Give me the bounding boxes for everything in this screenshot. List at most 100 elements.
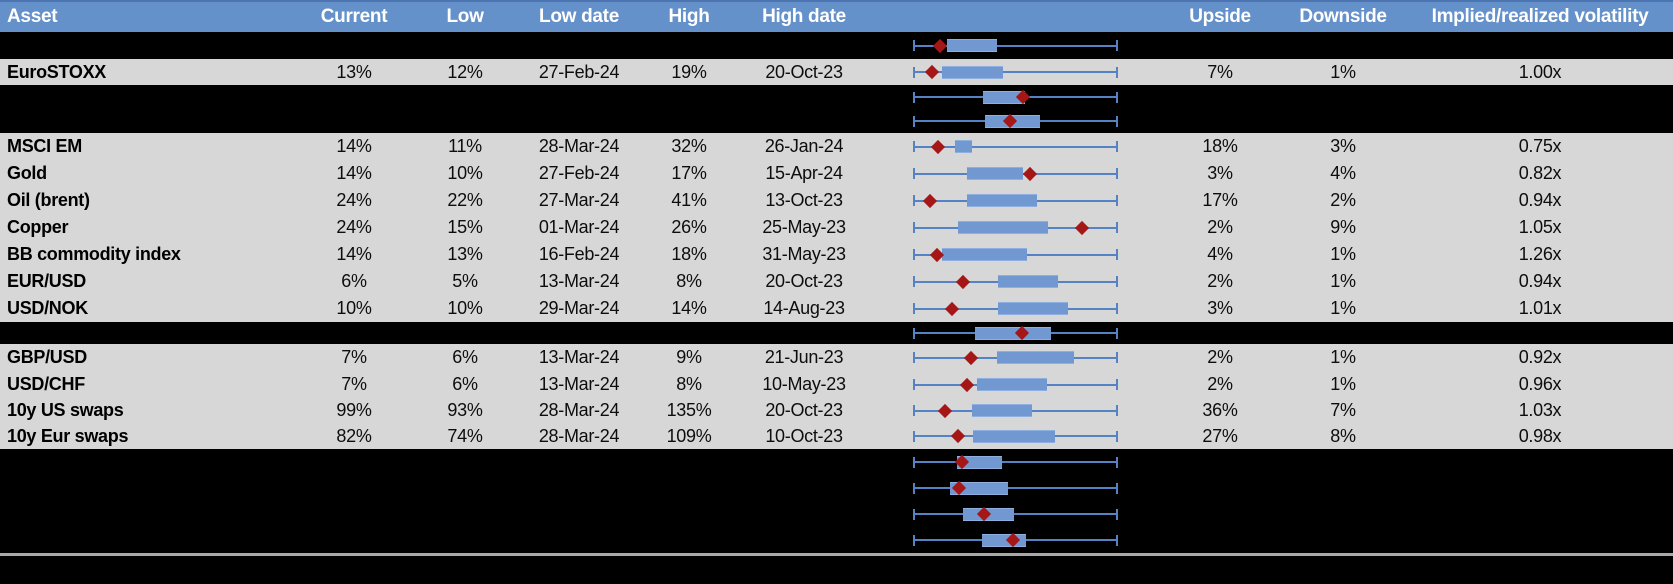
cell-high-date[interactable]: 20-Oct-23 <box>739 268 869 295</box>
cell-asset[interactable]: EUR/USD <box>7 268 287 295</box>
cell-downside[interactable]: 9% <box>1278 214 1408 241</box>
cell-low-date[interactable]: 29-Mar-24 <box>514 295 644 322</box>
cell-downside[interactable]: 1% <box>1278 241 1408 268</box>
cell-high-date[interactable]: 21-Jun-23 <box>739 344 869 371</box>
cell-low[interactable]: 15% <box>410 214 520 241</box>
cell-current[interactable]: 82% <box>299 423 409 449</box>
cell-asset[interactable]: USD/CHF <box>7 371 287 398</box>
cell-current[interactable]: 6% <box>299 268 409 295</box>
cell-low-date[interactable]: 13-Mar-24 <box>514 371 644 398</box>
cell-high[interactable]: 9% <box>634 344 744 371</box>
cell-upside[interactable]: 36% <box>1155 398 1285 423</box>
cell-high[interactable]: 32% <box>634 133 744 160</box>
cell-implied-realized[interactable]: 0.94x <box>1455 268 1625 295</box>
cell-current[interactable]: 14% <box>299 133 409 160</box>
cell-low[interactable]: 5% <box>410 268 520 295</box>
cell-downside[interactable]: 8% <box>1278 423 1408 449</box>
cell-low[interactable]: 93% <box>410 398 520 423</box>
cell-implied-realized[interactable]: 0.92x <box>1455 344 1625 371</box>
cell-high-date[interactable]: 14-Aug-23 <box>739 295 869 322</box>
cell-asset[interactable]: Oil (brent) <box>7 187 287 214</box>
cell-upside[interactable]: 18% <box>1155 133 1285 160</box>
cell-high[interactable]: 8% <box>634 268 744 295</box>
column-header-asset[interactable]: Asset <box>7 2 287 32</box>
cell-implied-realized[interactable]: 0.96x <box>1455 371 1625 398</box>
cell-low[interactable]: 11% <box>410 133 520 160</box>
cell-high[interactable]: 8% <box>634 371 744 398</box>
column-header-implied-realized[interactable]: Implied/realized volatility <box>1415 2 1665 32</box>
cell-downside[interactable]: 4% <box>1278 160 1408 187</box>
column-header-downside[interactable]: Downside <box>1278 2 1408 32</box>
cell-implied-realized[interactable]: 1.03x <box>1455 398 1625 423</box>
cell-high[interactable]: 41% <box>634 187 744 214</box>
cell-current[interactable]: 10% <box>299 295 409 322</box>
cell-current[interactable]: 13% <box>299 59 409 85</box>
cell-implied-realized[interactable]: 1.05x <box>1455 214 1625 241</box>
cell-high[interactable]: 19% <box>634 59 744 85</box>
cell-high[interactable]: 17% <box>634 160 744 187</box>
cell-low-date[interactable]: 27-Feb-24 <box>514 59 644 85</box>
cell-low[interactable]: 74% <box>410 423 520 449</box>
cell-downside[interactable]: 7% <box>1278 398 1408 423</box>
cell-low[interactable]: 6% <box>410 344 520 371</box>
cell-low[interactable]: 22% <box>410 187 520 214</box>
cell-low-date[interactable]: 27-Mar-24 <box>514 187 644 214</box>
cell-high[interactable]: 14% <box>634 295 744 322</box>
cell-low[interactable]: 10% <box>410 295 520 322</box>
cell-downside[interactable]: 1% <box>1278 371 1408 398</box>
cell-high-date[interactable]: 13-Oct-23 <box>739 187 869 214</box>
cell-current[interactable]: 14% <box>299 160 409 187</box>
cell-asset[interactable]: Copper <box>7 214 287 241</box>
cell-current[interactable]: 7% <box>299 371 409 398</box>
cell-low-date[interactable]: 28-Mar-24 <box>514 423 644 449</box>
cell-asset[interactable]: MSCI EM <box>7 133 287 160</box>
cell-low[interactable]: 12% <box>410 59 520 85</box>
cell-upside[interactable]: 17% <box>1155 187 1285 214</box>
column-header-current[interactable]: Current <box>299 2 409 32</box>
cell-asset[interactable]: BB commodity index <box>7 241 287 268</box>
cell-downside[interactable]: 1% <box>1278 59 1408 85</box>
cell-low[interactable]: 13% <box>410 241 520 268</box>
cell-low-date[interactable]: 16-Feb-24 <box>514 241 644 268</box>
cell-low[interactable]: 6% <box>410 371 520 398</box>
cell-low-date[interactable]: 28-Mar-24 <box>514 398 644 423</box>
cell-upside[interactable]: 3% <box>1155 295 1285 322</box>
cell-implied-realized[interactable]: 0.94x <box>1455 187 1625 214</box>
cell-implied-realized[interactable]: 0.75x <box>1455 133 1625 160</box>
cell-downside[interactable]: 1% <box>1278 344 1408 371</box>
cell-high-date[interactable]: 10-Oct-23 <box>739 423 869 449</box>
cell-low-date[interactable]: 13-Mar-24 <box>514 344 644 371</box>
cell-upside[interactable]: 2% <box>1155 214 1285 241</box>
cell-high[interactable]: 26% <box>634 214 744 241</box>
cell-high-date[interactable]: 15-Apr-24 <box>739 160 869 187</box>
cell-upside[interactable]: 2% <box>1155 371 1285 398</box>
column-header-low[interactable]: Low <box>410 2 520 32</box>
cell-current[interactable]: 7% <box>299 344 409 371</box>
cell-low-date[interactable]: 13-Mar-24 <box>514 268 644 295</box>
cell-upside[interactable]: 2% <box>1155 268 1285 295</box>
cell-current[interactable]: 99% <box>299 398 409 423</box>
cell-upside[interactable]: 27% <box>1155 423 1285 449</box>
cell-high[interactable]: 109% <box>634 423 744 449</box>
cell-high[interactable]: 135% <box>634 398 744 423</box>
cell-downside[interactable]: 1% <box>1278 268 1408 295</box>
cell-current[interactable]: 14% <box>299 241 409 268</box>
column-header-high[interactable]: High <box>634 2 744 32</box>
cell-asset[interactable]: USD/NOK <box>7 295 287 322</box>
cell-implied-realized[interactable]: 0.98x <box>1455 423 1625 449</box>
column-header-high-date[interactable]: High date <box>739 2 869 32</box>
cell-upside[interactable]: 3% <box>1155 160 1285 187</box>
cell-asset[interactable]: 10y Eur swaps <box>7 423 287 449</box>
cell-upside[interactable]: 2% <box>1155 344 1285 371</box>
cell-downside[interactable]: 3% <box>1278 133 1408 160</box>
cell-high-date[interactable]: 20-Oct-23 <box>739 398 869 423</box>
cell-high-date[interactable]: 26-Jan-24 <box>739 133 869 160</box>
cell-downside[interactable]: 1% <box>1278 295 1408 322</box>
cell-low-date[interactable]: 27-Feb-24 <box>514 160 644 187</box>
cell-implied-realized[interactable]: 1.26x <box>1455 241 1625 268</box>
cell-high-date[interactable]: 25-May-23 <box>739 214 869 241</box>
cell-high[interactable]: 18% <box>634 241 744 268</box>
cell-low[interactable]: 10% <box>410 160 520 187</box>
column-header-upside[interactable]: Upside <box>1155 2 1285 32</box>
cell-asset[interactable]: EuroSTOXX <box>7 59 287 85</box>
